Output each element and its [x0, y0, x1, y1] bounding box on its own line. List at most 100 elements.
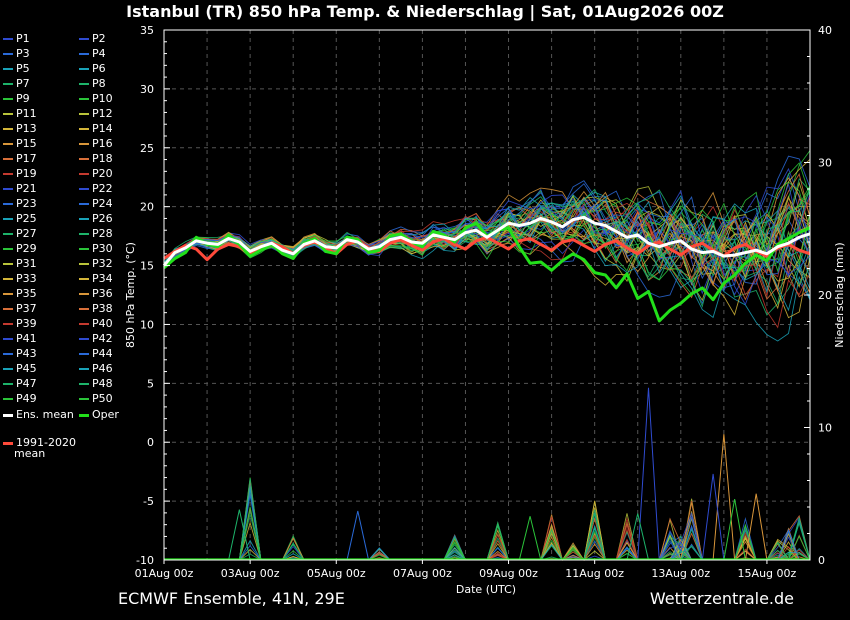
x-tick-label: 11Aug 00z: [565, 567, 624, 580]
precip-spike: [701, 473, 725, 561]
member-precip-p41: [164, 511, 810, 561]
legend-item-p31: P31: [3, 257, 37, 271]
legend-swatch: [3, 188, 13, 190]
legend-swatch: [79, 248, 89, 250]
y-tick-label-left: 35: [140, 24, 154, 37]
legend-item-p1: P1: [3, 32, 30, 46]
legend-item-p40: P40: [79, 317, 113, 331]
legend-swatch: [3, 113, 13, 115]
legend-swatch: [79, 383, 89, 385]
legend-swatch: [3, 353, 13, 355]
legend-swatch: [3, 263, 13, 265]
legend-label: P34: [92, 272, 113, 285]
legend-item-p41: P41: [3, 332, 37, 346]
legend-item-p42: P42: [79, 332, 113, 346]
legend-label: P14: [92, 122, 113, 135]
legend-item-p48: P48: [79, 377, 113, 391]
x-tick-label: 15Aug 00z: [738, 567, 797, 580]
y-tick-label-right: 40: [818, 24, 832, 37]
legend-item-p5: P5: [3, 62, 30, 76]
legend-swatch: [79, 233, 89, 235]
member-precip-p50: [164, 506, 811, 561]
legend-item-p50: P50: [79, 392, 113, 406]
y-axis-label-right: Niederschlag (mm): [833, 242, 846, 347]
legend-item-p49: P49: [3, 392, 37, 406]
member-line-p21: [163, 193, 811, 295]
legend-label: P44: [92, 347, 113, 360]
member-precip-p36: [164, 502, 810, 561]
y-tick-label-right: 0: [818, 554, 825, 567]
legend-label: P19: [16, 167, 37, 180]
legend-item-p12: P12: [79, 107, 113, 121]
legend-label: P2: [92, 32, 106, 45]
legend-swatch: [3, 83, 13, 85]
y-tick-label-right: 30: [818, 157, 832, 170]
y-tick-label-right: 20: [818, 289, 832, 302]
precip-spike: [744, 493, 768, 561]
legend-swatch: [3, 128, 13, 130]
legend-swatch: [3, 278, 13, 280]
legend-swatch: [79, 368, 89, 370]
legend-item-p18: P18: [79, 152, 113, 166]
member-precip-p40: [164, 517, 811, 561]
legend-label: P6: [92, 62, 106, 75]
legend-swatch: [79, 308, 89, 310]
member-precip-p23: [164, 495, 810, 561]
member-precip-p9: [164, 483, 810, 561]
member-precip-p24: [164, 483, 810, 561]
legend-label: P12: [92, 107, 113, 120]
chart-title: Istanbul (TR) 850 hPa Temp. & Niederschl…: [126, 2, 724, 21]
legend-label: P38: [92, 302, 113, 315]
legend-label: P39: [16, 317, 37, 330]
legend-swatch: [3, 158, 13, 160]
y-tick-label-left: 20: [140, 201, 154, 214]
legend-label: P36: [92, 287, 113, 300]
legend-item-climate: 1991-2020: [3, 436, 76, 450]
member-line-p49: [163, 201, 811, 273]
y-tick-label-left: 5: [147, 377, 154, 390]
legend-swatch: [79, 83, 89, 85]
member-precip-p2: [164, 487, 811, 561]
legend-item-p24: P24: [79, 197, 113, 211]
legend-label: P11: [16, 107, 37, 120]
legend-label: P5: [16, 62, 30, 75]
legend-swatch: [79, 203, 89, 205]
member-precip-p47: [164, 514, 810, 561]
legend-swatch: [3, 368, 13, 370]
legend-label: P37: [16, 302, 37, 315]
legend-item-p14: P14: [79, 122, 113, 136]
x-tick-label: 07Aug 00z: [393, 567, 452, 580]
legend-swatch: [3, 38, 13, 40]
legend-label: P30: [92, 242, 113, 255]
member-precip-p33: [164, 500, 810, 562]
legend-item-p7: P7: [3, 77, 30, 91]
legend-swatch: [79, 218, 89, 220]
legend-item-oper: Oper: [79, 408, 119, 422]
legend-item-p19: P19: [3, 167, 37, 181]
legend-label: Oper: [92, 408, 119, 421]
legend-swatch: [3, 68, 13, 70]
y-tick-label-left: 15: [140, 260, 154, 273]
legend-label: P47: [16, 377, 37, 390]
legend-item-p4: P4: [79, 47, 106, 61]
legend-item-p22: P22: [79, 182, 113, 196]
precip-spike: [228, 509, 251, 561]
legend-swatch: [79, 143, 89, 145]
legend-label: P40: [92, 317, 113, 330]
member-precip-p8: [164, 515, 810, 561]
legend-item-p32: P32: [79, 257, 113, 271]
source-label: Wetterzentrale.de: [649, 589, 794, 608]
member-precip-p18: [164, 514, 811, 561]
legend-swatch: [3, 233, 13, 235]
legend-label: P46: [92, 362, 113, 375]
y-tick-label-left: -10: [136, 554, 154, 567]
legend-item-p25: P25: [3, 212, 37, 226]
legend-label: P32: [92, 257, 113, 270]
legend-swatch: [79, 278, 89, 280]
x-tick-label: 03Aug 00z: [221, 567, 280, 580]
legend-swatch: [79, 68, 89, 70]
legend-label: P33: [16, 272, 37, 285]
precip-members: [164, 387, 811, 562]
member-precip-p1: [164, 479, 810, 561]
